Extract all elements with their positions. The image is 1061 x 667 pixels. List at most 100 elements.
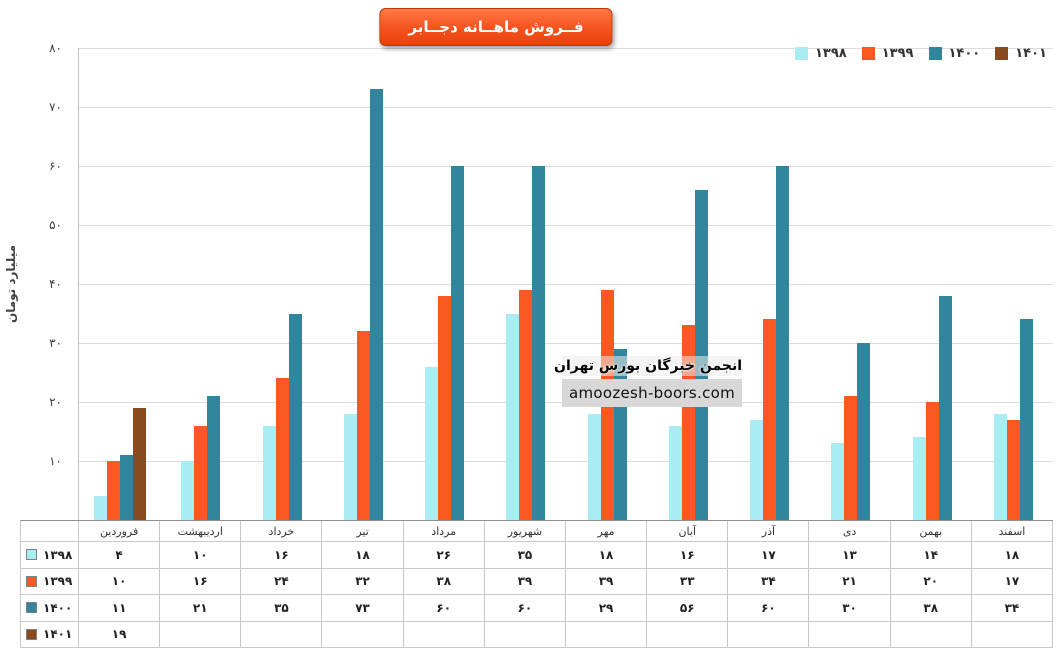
- gridline-50: [79, 225, 1053, 226]
- bar-group-month-5: [404, 48, 485, 520]
- table-key-swatch-1400: [26, 602, 37, 614]
- table-value-1399-month-8: ۳۳: [647, 568, 729, 595]
- table-value-1401-month-6: [484, 621, 566, 648]
- bar-1398-month-10: [831, 443, 845, 520]
- y-tick-label-20: ۲۰: [49, 395, 62, 409]
- bar-1400-month-12: [1019, 319, 1033, 520]
- y-tick-label-60: ۶۰: [49, 159, 62, 173]
- table-value-1401-month-12: [971, 621, 1053, 648]
- bar-group-month-12: [973, 48, 1054, 520]
- table-value-1399-month-4: ۳۲: [322, 568, 404, 595]
- legend-label-1400: ۱۴۰۰: [948, 46, 981, 61]
- table-value-1401-month-9: [728, 621, 810, 648]
- gridline-60: [79, 166, 1053, 167]
- table-value-1398-month-2: ۱۰: [160, 542, 242, 569]
- bar-1398-month-9: [750, 419, 764, 520]
- table-value-1401-month-8: [647, 621, 729, 648]
- bar-1399-month-6: [519, 289, 533, 520]
- table-year-key-1399: ۱۳۹۹: [21, 568, 79, 595]
- bar-1400-month-2: [207, 396, 221, 520]
- table-key-label-1399: ۱۳۹۹: [43, 574, 73, 589]
- table-value-1398-month-6: ۳۵: [484, 542, 566, 569]
- bar-1400-month-3: [288, 313, 302, 520]
- legend-item-1400: ۱۴۰۰: [928, 46, 981, 61]
- table-value-1400-month-6: ۶۰: [484, 595, 566, 622]
- month-label-1: فروردین: [79, 521, 161, 542]
- table-value-1398-month-7: ۱۸: [565, 542, 648, 569]
- bar-group-month-6: [485, 48, 566, 520]
- table-value-1401-month-11: [890, 621, 972, 648]
- bar-group-month-7: [567, 48, 648, 520]
- bar-1398-month-12: [993, 413, 1007, 520]
- legend-swatch-1401: [995, 47, 1009, 60]
- bar-group-month-8: [648, 48, 729, 520]
- gridline-80: [79, 48, 1053, 49]
- table-corner-cell: [21, 521, 79, 542]
- table-value-1400-month-1: ۱۱: [79, 595, 161, 622]
- legend-label-1401: ۱۴۰۱: [1015, 46, 1047, 61]
- month-label-7: مهر: [565, 521, 648, 542]
- table-value-1401-month-1: ۱۹: [79, 621, 161, 648]
- watermark-association-text: انجمن خبرگان بورس تهران: [554, 356, 742, 376]
- bar-group-month-9: [729, 48, 810, 520]
- bar-1398-month-3: [262, 425, 276, 520]
- bar-1398-month-5: [425, 366, 439, 520]
- table-value-1400-month-7: ۲۹: [565, 595, 648, 622]
- bar-1398-month-1: [93, 496, 107, 520]
- watermark: انجمن خبرگان بورس تهران amoozesh-boors.c…: [554, 356, 742, 407]
- month-label-2: اردیبهشت: [160, 521, 242, 542]
- y-tick-label-80: ۸۰: [49, 41, 62, 55]
- month-label-9: آذر: [728, 521, 810, 542]
- table-value-1398-month-12: ۱۸: [971, 542, 1053, 569]
- table-value-1399-month-2: ۱۶: [160, 568, 242, 595]
- month-label-4: تیر: [322, 521, 404, 542]
- table-value-1399-month-10: ۲۱: [809, 568, 891, 595]
- table-value-1401-month-10: [809, 621, 891, 648]
- bar-1400-month-4: [369, 89, 383, 520]
- table-value-1399-month-11: ۲۰: [890, 568, 972, 595]
- table-value-1399-month-7: ۳۹: [565, 568, 648, 595]
- legend-swatch-1400: [928, 47, 942, 60]
- legend-item-1399: ۱۳۹۹: [861, 46, 914, 61]
- table-value-1398-month-4: ۱۸: [322, 542, 404, 569]
- chart-title-badge: فــروش ماهــانه دجــابر: [379, 8, 613, 46]
- bar-group-month-4: [323, 48, 404, 520]
- table-key-swatch-1401: [26, 628, 37, 640]
- gridline-10: [79, 461, 1053, 462]
- table-value-1400-month-9: ۶۰: [728, 595, 810, 622]
- bar-group-month-1: [79, 48, 160, 520]
- bar-1399-month-1: [106, 461, 120, 520]
- y-axis-title-box: میلیارد تومان: [0, 48, 22, 520]
- bar-1400-month-5: [451, 166, 465, 520]
- bar-1399-month-4: [356, 331, 370, 520]
- bar-1399-month-8: [681, 325, 695, 520]
- legend-swatch-1398: [795, 47, 808, 60]
- table-value-1401-month-2: [160, 621, 242, 648]
- bar-1399-month-5: [438, 295, 452, 520]
- table-value-1401-month-4: [322, 621, 404, 648]
- bar-1400-month-6: [532, 166, 546, 520]
- legend-label-1398: ۱۳۹۸: [815, 46, 847, 61]
- bar-1400-month-1: [119, 455, 133, 520]
- table-year-key-1400: ۱۴۰۰: [21, 595, 79, 622]
- bar-1400-month-10: [857, 343, 871, 520]
- month-label-8: آبان: [647, 521, 729, 542]
- table-key-label-1400: ۱۴۰۰: [43, 600, 73, 615]
- y-tick-label-70: ۷۰: [49, 100, 62, 114]
- table-value-1399-month-9: ۳۴: [728, 568, 810, 595]
- table-value-1400-month-8: ۵۶: [647, 595, 729, 622]
- gridline-30: [79, 343, 1053, 344]
- table-key-swatch-1398: [26, 549, 37, 561]
- table-value-1400-month-5: ۶۰: [403, 595, 485, 622]
- month-label-3: خرداد: [241, 521, 323, 542]
- month-label-11: بهمن: [890, 521, 972, 542]
- table-key-label-1398: ۱۳۹۸: [43, 547, 73, 562]
- y-tick-labels: ۰۱۰۲۰۳۰۴۰۵۰۶۰۷۰۸۰: [28, 41, 70, 527]
- bar-1400-month-9: [776, 166, 790, 520]
- table-year-key-1401: ۱۴۰۱: [21, 621, 79, 648]
- table-key-label-1401: ۱۴۰۱: [43, 627, 73, 642]
- table-value-1399-month-12: ۱۷: [971, 568, 1053, 595]
- y-tick-label-30: ۳۰: [49, 336, 62, 350]
- table-value-1398-month-9: ۱۷: [728, 542, 810, 569]
